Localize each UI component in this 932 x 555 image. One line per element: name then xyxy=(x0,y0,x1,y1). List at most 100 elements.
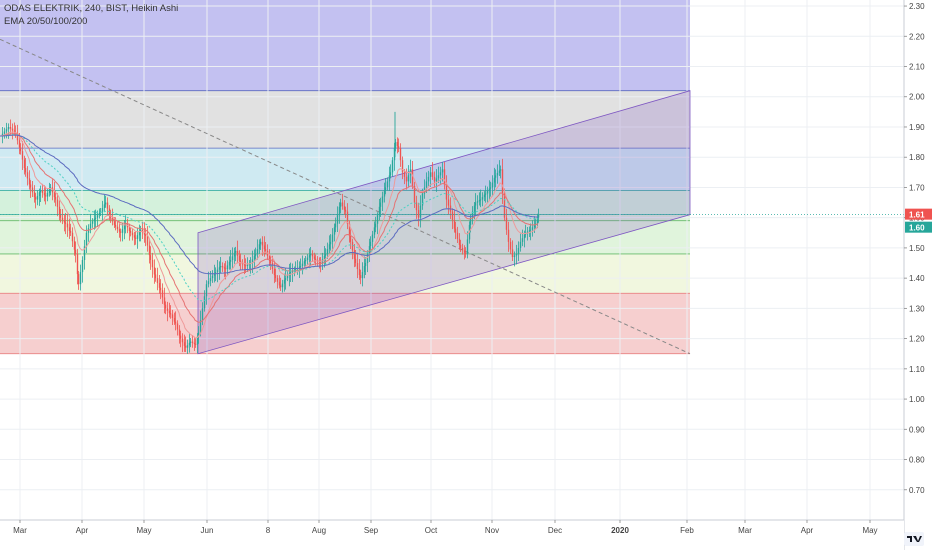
candle-body-104 xyxy=(176,323,179,330)
candle-body-232 xyxy=(391,160,394,173)
x-tick-label-14: May xyxy=(862,526,877,535)
x-tick-label-8: Nov xyxy=(485,526,499,535)
candle-body-160 xyxy=(271,263,274,270)
candle-body-216 xyxy=(364,263,367,267)
candle-body-213 xyxy=(359,275,362,279)
candle-body-80 xyxy=(136,235,139,239)
candle-body-296 xyxy=(507,229,510,242)
ema-value-badge xyxy=(905,221,932,233)
candle-body-39 xyxy=(66,223,69,228)
candle-body-238 xyxy=(401,160,404,173)
candle-body-250 xyxy=(425,181,428,188)
last-price-badge xyxy=(905,208,932,220)
candle-body-86 xyxy=(146,235,149,246)
candle-body-37 xyxy=(63,220,66,223)
candle-body-288 xyxy=(493,177,496,183)
ema-20-line xyxy=(0,131,539,339)
candle-body-215 xyxy=(363,266,366,273)
candle-body-143 xyxy=(243,264,246,266)
candle-body-23 xyxy=(39,190,42,193)
candle-body-313 xyxy=(537,214,540,218)
candle-body-221 xyxy=(373,227,376,235)
candle-body-144 xyxy=(244,265,247,267)
chart-title: ODAS ELEKTRIK, 240, BIST, Heikin Ashi xyxy=(4,3,179,14)
fib-band-1 xyxy=(0,90,690,149)
candle-body-189 xyxy=(319,262,322,264)
candle-body-42 xyxy=(71,232,74,242)
candle-body-46 xyxy=(77,274,80,285)
candle-body-183 xyxy=(309,253,312,256)
candle-body-24 xyxy=(41,190,44,193)
candle-body-245 xyxy=(415,202,418,211)
candle-body-234 xyxy=(394,142,397,149)
candle-body-91 xyxy=(154,274,157,279)
candle-body-270 xyxy=(463,250,466,253)
candle-body-22 xyxy=(38,192,41,196)
candle-body-212 xyxy=(358,269,361,276)
candle-body-100 xyxy=(169,313,172,315)
candle-body-135 xyxy=(229,260,232,262)
candle-body-116 xyxy=(196,336,199,345)
candle-body-233 xyxy=(393,148,396,161)
candle-body-32 xyxy=(54,197,57,200)
candle-body-203 xyxy=(343,206,346,210)
candle-body-31 xyxy=(53,192,56,198)
candle-body-186 xyxy=(314,258,317,260)
candle-body-241 xyxy=(407,175,410,182)
candle-body-306 xyxy=(526,231,529,233)
candle-body-194 xyxy=(328,244,331,250)
candle-body-114 xyxy=(193,342,196,345)
candle-body-115 xyxy=(194,344,197,345)
candle-body-227 xyxy=(383,190,386,197)
candle-body-137 xyxy=(233,252,236,257)
y-tick-label-16: 2.30 xyxy=(909,2,925,11)
candle-body-45 xyxy=(76,253,79,275)
candle-body-199 xyxy=(336,215,339,224)
candle-body-243 xyxy=(411,169,414,186)
candle-body-208 xyxy=(351,241,354,251)
candle-body-62 xyxy=(106,202,109,209)
candle-body-283 xyxy=(484,193,487,195)
candle-body-169 xyxy=(286,275,289,279)
candle-body-185 xyxy=(313,256,316,259)
candle-body-76 xyxy=(129,230,132,233)
candle-body-198 xyxy=(334,223,337,228)
x-tick-label-3: Jun xyxy=(201,526,214,535)
candle-body-52 xyxy=(89,223,92,229)
candle-body-70 xyxy=(119,231,122,233)
candle-body-191 xyxy=(323,255,326,260)
candle-body-171 xyxy=(289,272,292,274)
candle-body-17 xyxy=(29,184,32,188)
candle-body-97 xyxy=(164,304,167,309)
candle-body-298 xyxy=(511,249,514,257)
candle-body-222 xyxy=(374,223,377,228)
candle-body-92 xyxy=(156,278,159,283)
candle-body-258 xyxy=(441,169,444,173)
candle-body-286 xyxy=(489,187,492,189)
candle-body-282 xyxy=(483,194,486,198)
candle-body-151 xyxy=(256,249,259,254)
candle-body-148 xyxy=(251,259,254,264)
candle-body-132 xyxy=(224,268,227,270)
candle-body-240 xyxy=(405,176,408,182)
candle-body-120 xyxy=(203,296,206,309)
candle-body-301 xyxy=(517,247,520,254)
candle-body-206 xyxy=(348,223,351,236)
candle-body-165 xyxy=(279,285,282,288)
candle-body-105 xyxy=(178,329,181,336)
ema-value-badge-text: 1.60 xyxy=(909,224,925,233)
candle-body-71 xyxy=(121,229,124,233)
x-tick-label-6: Sep xyxy=(364,526,379,535)
x-tick-label-9: Dec xyxy=(548,526,562,535)
candle-body-195 xyxy=(329,241,332,245)
candle-body-13 xyxy=(23,159,26,169)
candle-body-204 xyxy=(344,209,347,212)
candle-body-27 xyxy=(46,192,49,197)
candle-body-136 xyxy=(231,256,234,260)
candle-body-178 xyxy=(301,263,304,267)
candle-body-126 xyxy=(214,272,217,274)
candle-body-202 xyxy=(341,202,344,207)
candle-body-174 xyxy=(294,269,297,270)
